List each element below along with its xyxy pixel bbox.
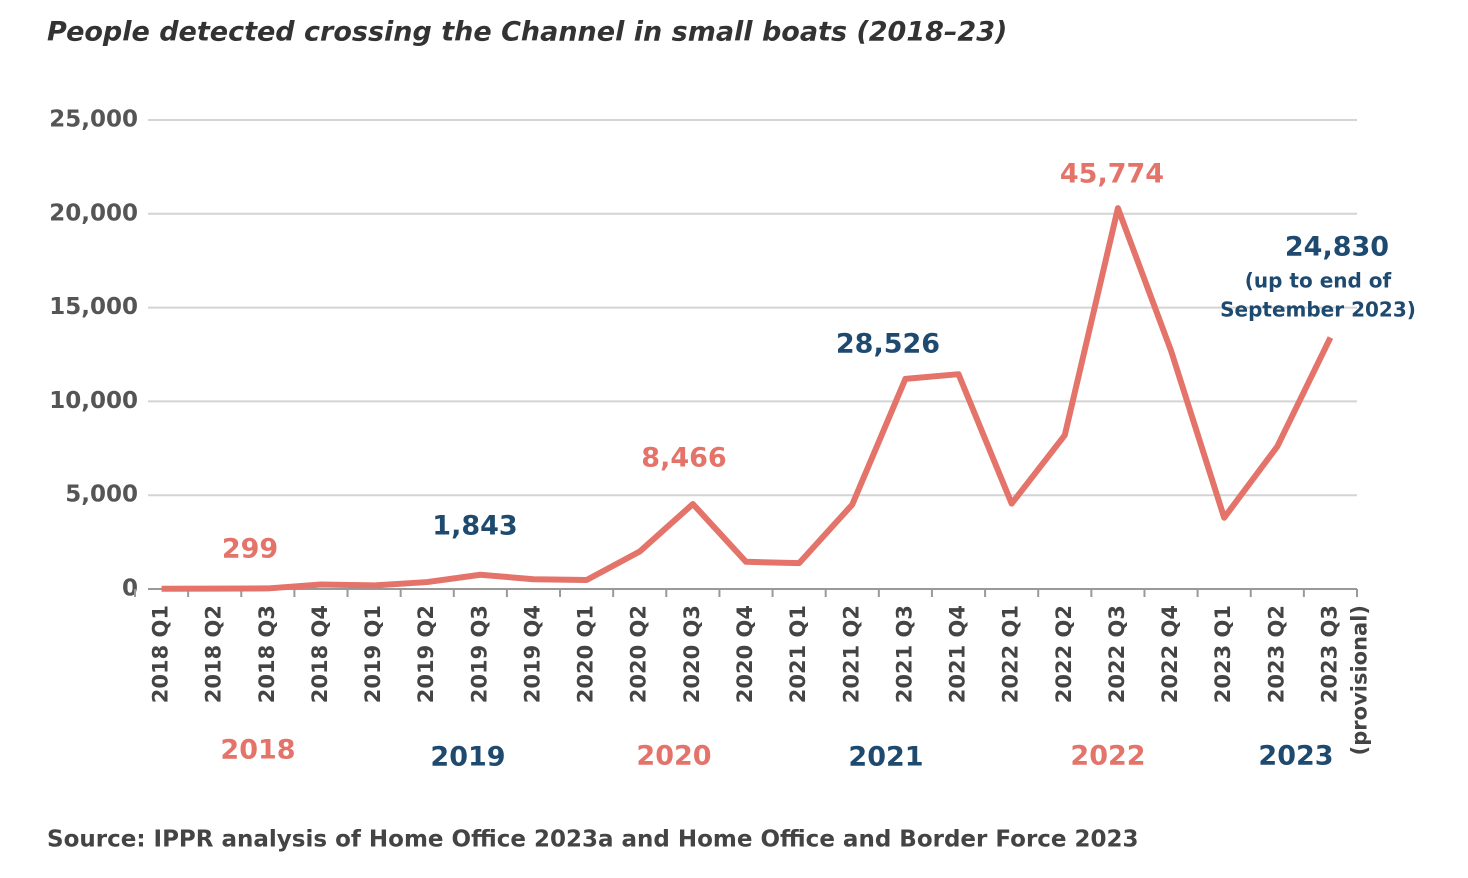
year-label: 2020 [636, 741, 711, 772]
x-tick-label: 2018 Q1 [149, 605, 173, 703]
year-total: 299 [222, 534, 278, 565]
x-tick-label: 2022 Q1 [999, 605, 1023, 703]
x-tick-label: 2019 Q3 [467, 605, 491, 703]
x-tick-label: 2023 Q1 [1211, 605, 1235, 703]
y-tick-label: 5,000 [65, 482, 138, 508]
annotation-note: September 2023) [1220, 298, 1416, 322]
x-tick-label-line: 2023 Q3 [1317, 605, 1341, 703]
y-tick-label: 25,000 [49, 107, 138, 133]
x-tick-label: 2022 Q2 [1052, 605, 1076, 703]
x-tick-label: 2023 Q3 (provisional) [1317, 605, 1371, 755]
year-total: 1,843 [432, 511, 517, 542]
y-tick-label: 0 [122, 576, 138, 602]
year-total: 8,466 [641, 443, 726, 474]
x-tick-label-line: (provisional) [1347, 605, 1371, 755]
line-series [161, 205, 1334, 592]
year-total: 28,526 [836, 329, 940, 360]
x-tick-label: 2019 Q4 [520, 605, 544, 703]
annotation-note: (up to end of [1245, 269, 1392, 293]
x-tick-label: 2019 Q2 [414, 605, 438, 703]
x-tick-label: 2021 Q3 [892, 605, 916, 703]
year-total: 45,774 [1060, 159, 1164, 190]
x-tick-label: 2020 Q1 [574, 605, 598, 703]
x-tick-label: 2018 Q2 [202, 605, 226, 703]
chart-title: People detected crossing the Channel in … [47, 17, 1007, 48]
x-tick-label: 2021 Q2 [839, 605, 863, 703]
year-label: 2019 [430, 742, 505, 773]
x-tick-label: 2019 Q1 [361, 605, 385, 703]
year-label: 2022 [1070, 741, 1145, 772]
y-tick-label: 15,000 [49, 294, 138, 320]
x-tick-label: 2021 Q4 [946, 605, 970, 703]
x-tick-label: 2021 Q1 [786, 605, 810, 703]
x-tick-label: 2020 Q4 [733, 605, 757, 703]
x-tick-label: 2020 Q3 [680, 605, 704, 703]
x-tick-label: 2023 Q2 [1264, 605, 1288, 703]
x-tick-label: 2020 Q2 [627, 605, 651, 703]
x-tick-label: 2018 Q3 [255, 605, 279, 703]
y-tick-label: 10,000 [49, 388, 138, 414]
x-tick-label: 2022 Q3 [1105, 605, 1129, 703]
x-tick-label: 2018 Q4 [308, 605, 332, 703]
year-label: 2021 [848, 742, 923, 773]
year-total: 24,830 [1285, 232, 1389, 263]
year-label: 2023 [1258, 741, 1333, 772]
year-label: 2018 [220, 735, 295, 766]
source: Source: IPPR analysis of Home Office 202… [47, 827, 1139, 853]
y-tick-label: 20,000 [49, 200, 138, 226]
x-tick-label: 2022 Q4 [1158, 605, 1182, 703]
